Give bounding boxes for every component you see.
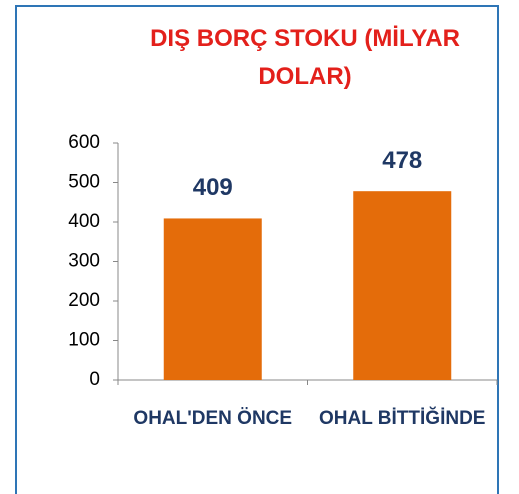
x-tick-label: OHAL BİTTİĞİNDE [319, 408, 486, 429]
x-tick-label: OHAL'DEN ÖNCE [133, 408, 293, 429]
y-tick-label: 500 [68, 172, 100, 193]
bar [163, 218, 262, 380]
frame [15, 5, 499, 494]
y-tick-label: 600 [68, 132, 100, 153]
y-tick-label: 300 [68, 251, 100, 272]
y-tick-label: 400 [68, 211, 100, 232]
bar [353, 191, 452, 380]
y-tick-label: 0 [89, 369, 100, 390]
y-tick-label: 200 [68, 290, 100, 311]
chart-title: DIŞ BORÇ STOKU (MİLYAR DOLAR) [150, 25, 460, 90]
value-label: 409 [192, 174, 233, 202]
value-label: 478 [382, 147, 423, 175]
y-tick-label: 100 [68, 330, 100, 351]
